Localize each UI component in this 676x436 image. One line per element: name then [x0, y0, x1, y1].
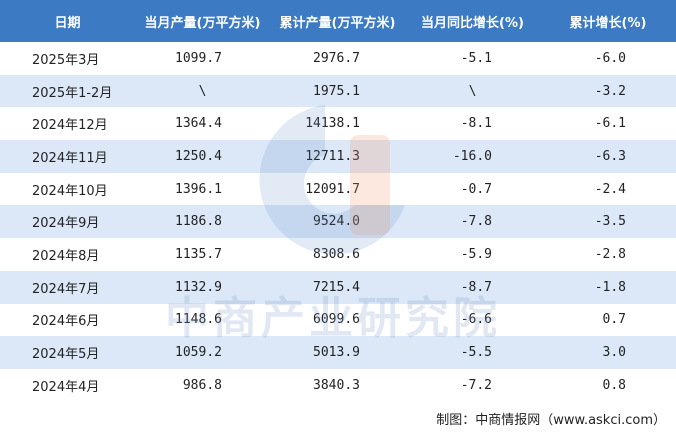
table-cell: 3.0 — [540, 336, 676, 369]
table-cell: 2024年9月 — [0, 205, 135, 239]
table-cell: 2025年3月 — [32, 52, 100, 68]
table-cell: -6.0 — [594, 50, 626, 66]
table-row: 2024年5月 1059.2 5013.9 -5.5 3.0 — [0, 336, 676, 369]
table-cell: 12711.3 — [270, 140, 405, 173]
table-cell: 986.8 — [182, 377, 222, 393]
table-cell: 1132.9 — [135, 270, 270, 304]
table-cell: -3.2 — [540, 74, 676, 108]
footer-credit: 制图：中商情报网（www.askci.com） — [436, 413, 666, 428]
table-cell: 2024年8月 — [32, 248, 100, 264]
table-cell: 3840.3 — [313, 377, 360, 393]
table-cell: -0.7 — [460, 181, 492, 197]
table-body: 2025年3月 1099.7 2976.7 -5.1 -6.0 2025年1-2月 \ 197… — [0, 42, 676, 402]
header-cell: 累计产量(万平方米) — [270, 0, 405, 42]
table-row: 2024年6月 1148.6 6099.6 -6.6 0.7 — [0, 304, 676, 337]
header-cell: 当月产量(万平方米) — [135, 0, 270, 42]
watermark-logo — [259, 105, 405, 255]
table-cell: -7.8 — [405, 205, 540, 239]
table-cell: 1364.4 — [175, 116, 222, 132]
table-cell: \ — [405, 74, 540, 108]
table-cell: 1148.6 — [175, 312, 222, 328]
table-cell: 2024年6月 — [32, 314, 100, 330]
table-cell: -6.6 — [460, 312, 492, 328]
table-cell: -16.0 — [405, 140, 540, 173]
table-cell: -2.8 — [594, 246, 626, 262]
table-row: 2025年3月 1099.7 2976.7 -5.1 -6.0 — [0, 42, 676, 75]
table-row: 2024年8月 1135.7 8308.6 -5.9 -2.8 — [0, 238, 676, 271]
table-cell: \ — [135, 74, 270, 108]
table-cell: 0.8 — [602, 377, 626, 393]
table-cell: 1059.2 — [135, 336, 270, 369]
table-cell: 5013.9 — [270, 336, 405, 369]
table-cell: 1186.8 — [135, 205, 270, 239]
table-cell: 1099.7 — [175, 50, 222, 66]
table-cell: 1975.1 — [270, 74, 405, 108]
header-cell: 当月同比增长(%) — [405, 0, 540, 42]
table-cell: 6099.6 — [313, 312, 360, 328]
table-cell: 2025年1-2月 — [0, 74, 135, 108]
table-cell: 2976.7 — [313, 50, 360, 66]
table-cell: 9524.0 — [270, 205, 405, 239]
table-cell: 14138.1 — [305, 116, 360, 132]
table-cell: 0.7 — [602, 312, 626, 328]
data-table: 日期 当月产量(万平方米) 累计产量(万平方米) 当月同比增长(%) 累计增长(%) 2… — [0, 0, 676, 402]
table-cell: 7215.4 — [270, 270, 405, 304]
table-row: 2024年10月 1396.1 12091.7 -0.7 -2.4 — [0, 173, 676, 206]
table-row: 2024年7月 1132.9 7215.4 -8.7 -1.8 — [0, 270, 676, 304]
table-cell: 12091.7 — [305, 181, 360, 197]
table-cell: 2024年10月 — [32, 183, 108, 199]
table-cell: 2024年11月 — [0, 140, 135, 173]
table-cell: -2.4 — [594, 181, 626, 197]
table-cell: -5.1 — [460, 50, 492, 66]
table-cell: -8.7 — [405, 270, 540, 304]
table-cell: 1135.7 — [175, 246, 222, 262]
table-cell: -1.8 — [540, 270, 676, 304]
watermark-text: 中商产业研究院 — [165, 293, 501, 344]
table-cell: -7.2 — [460, 377, 492, 393]
table-cell: -6.1 — [594, 116, 626, 132]
table-cell: 8308.6 — [313, 246, 360, 262]
table-cell: 1396.1 — [175, 181, 222, 197]
table-row: 2024年4月 986.8 3840.3 -7.2 0.8 — [0, 369, 676, 402]
table-cell: -3.5 — [540, 205, 676, 239]
table-cell: -6.3 — [540, 140, 676, 173]
table-cell: -5.5 — [405, 336, 540, 369]
table-cell: 1250.4 — [135, 140, 270, 173]
header-cell: 累计增长(%) — [540, 0, 676, 42]
table-cell: 2024年7月 — [0, 270, 135, 304]
table-cell: 2024年4月 — [32, 379, 100, 395]
table-row: 2024年11月 1250.4 12711.3 -16.0 -6.3 — [0, 140, 676, 173]
table-cell: 2024年12月 — [32, 118, 108, 134]
table-cell: -8.1 — [460, 116, 492, 132]
header-cell: 日期 — [0, 0, 135, 42]
table-row: 2024年12月 1364.4 14138.1 -8.1 -6.1 — [0, 107, 676, 140]
table-row: 2025年1-2月 \ 1975.1 \ -3.2 — [0, 74, 676, 108]
header-row: 日期 当月产量(万平方米) 累计产量(万平方米) 当月同比增长(%) 累计增长(%) — [0, 0, 676, 42]
table-cell: -5.9 — [460, 246, 492, 262]
table-cell: 2024年5月 — [0, 336, 135, 369]
